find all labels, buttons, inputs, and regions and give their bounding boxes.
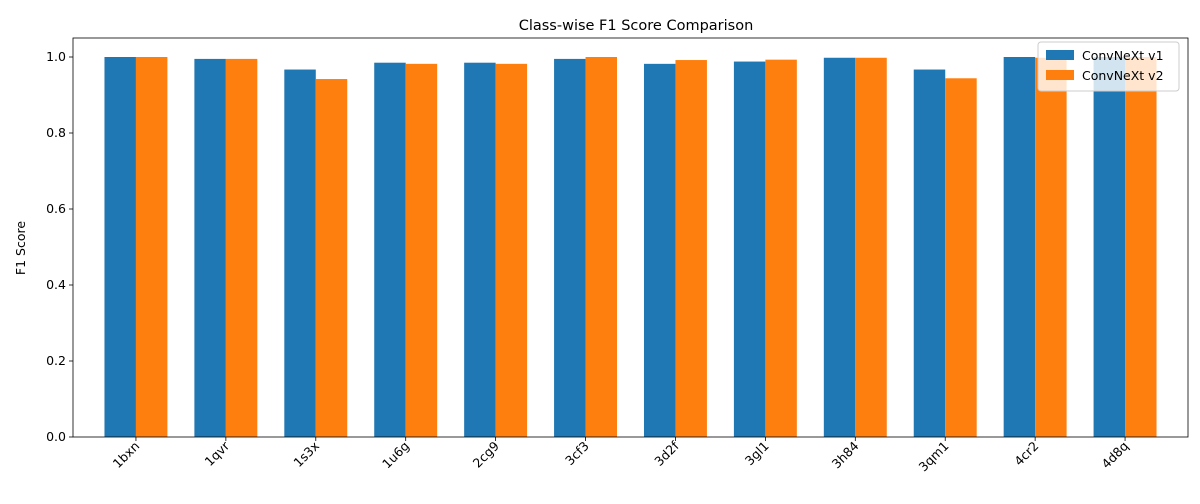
bar-v1-1s3x	[284, 69, 316, 437]
x-tick-label: 4cr2	[1011, 438, 1041, 468]
bar-v2-3d2f	[675, 60, 707, 437]
bar-v1-2cg9	[464, 62, 496, 437]
bar-v2-3cf3	[585, 57, 618, 437]
x-tick-label: 1u6g	[379, 438, 412, 471]
y-tick-label: 0.0	[46, 429, 66, 444]
bar-v2-1qvr	[225, 58, 258, 438]
bar-v1-1u6g	[374, 62, 406, 437]
bar-v2-4d8q	[1125, 57, 1157, 437]
bar-v1-4cr2	[1003, 57, 1036, 437]
bar-v2-3gl1	[765, 59, 797, 437]
bar-v1-4d8q	[1093, 57, 1126, 437]
x-tick-label: 3d2f	[651, 438, 682, 469]
x-tick-label: 1s3x	[290, 438, 322, 470]
y-axis-label: F1 Score	[13, 221, 28, 275]
bar-v1-3h84	[823, 57, 856, 437]
bar-v2-3h84	[855, 57, 887, 437]
x-tick-label: 3h84	[829, 438, 862, 471]
y-tick-label: 1.0	[46, 49, 66, 64]
legend-swatch	[1046, 70, 1074, 80]
x-tick-label: 1qvr	[202, 438, 233, 469]
x-tick-label: 4d8q	[1098, 438, 1131, 471]
legend: ConvNeXt v1 ConvNeXt v2	[1037, 41, 1180, 92]
bar-v1-3d2f	[643, 63, 676, 438]
x-tick-label: 3qm1	[915, 438, 951, 474]
bar-v2-1bxn	[135, 57, 168, 437]
bar-v2-1u6g	[405, 63, 438, 438]
x-tick-label: 1bxn	[110, 438, 143, 471]
x-tick-label: 2cg9	[470, 438, 502, 470]
bar-v2-2cg9	[495, 63, 528, 438]
x-tick-label: 3cf3	[562, 438, 592, 468]
bar-v2-1s3x	[315, 79, 348, 437]
bar-v2-3qm1	[945, 78, 977, 437]
bar-v1-3cf3	[554, 58, 586, 438]
bar-v1-1bxn	[104, 57, 136, 437]
y-tick-label: 0.8	[46, 125, 66, 140]
chart-title: Class-wise F1 Score Comparison	[519, 18, 754, 34]
bar-v1-1qvr	[194, 58, 226, 438]
bar-v1-3gl1	[733, 61, 766, 438]
plot-area: 0.0 0.2 0.4 0.6 0.8 1.0 1bxn 1qvr 1s3x 1u6g 2cg9 3c…	[46, 37, 1189, 474]
legend-swatch	[1046, 50, 1074, 60]
legend-label: ConvNeXt v1	[1082, 48, 1164, 63]
bar-v2-4cr2	[1035, 57, 1067, 437]
axes-frame	[72, 37, 1189, 438]
y-tick-label: 0.6	[46, 201, 66, 216]
y-tick-label: 0.2	[46, 353, 66, 368]
x-tick-label: 3gl1	[742, 438, 772, 468]
legend-label: ConvNeXt v2	[1082, 68, 1164, 83]
y-tick-label: 0.4	[46, 277, 66, 292]
bar-v1-3qm1	[913, 69, 946, 437]
